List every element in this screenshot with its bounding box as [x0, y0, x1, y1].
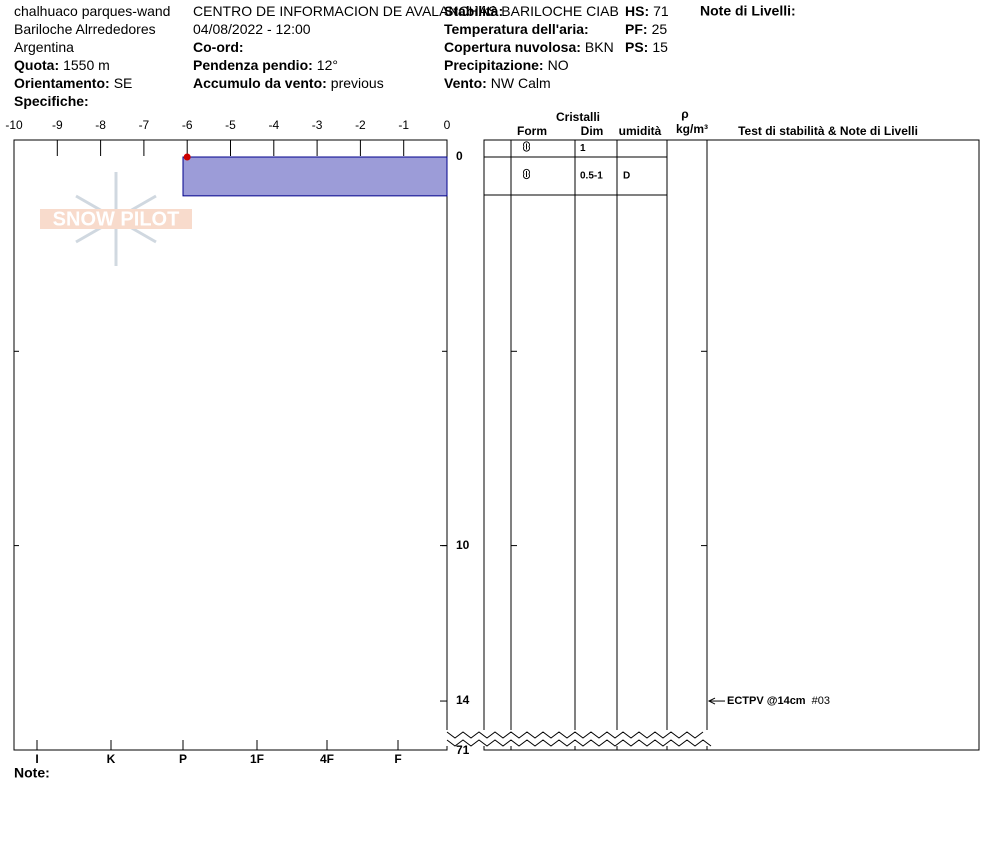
- header-field: Pendenza pendio: 12°: [193, 57, 338, 73]
- field-label: Copertura nuvolosa:: [444, 39, 581, 55]
- header-field: Argentina: [14, 39, 74, 55]
- column-header: Form: [517, 124, 547, 138]
- temp-tick-label: -2: [355, 118, 366, 132]
- temp-tick-label: -8: [95, 118, 106, 132]
- field-label: Co-ord:: [193, 39, 244, 55]
- header-field: Vento: NW Calm: [444, 75, 551, 91]
- temp-tick-label: -6: [182, 118, 193, 132]
- depth-tick-label: 0: [456, 149, 463, 163]
- field-value: Bariloche Alrrededores: [14, 21, 156, 37]
- column-header: Dim: [581, 124, 604, 138]
- field-label: Vento:: [444, 75, 487, 91]
- depth-tick-label: 10: [456, 538, 470, 552]
- logo-text: SNOW PILOT: [53, 208, 180, 230]
- field-label: PS:: [625, 39, 648, 55]
- field-value: previous: [331, 75, 384, 91]
- depth-bottom-label: 71: [456, 743, 470, 757]
- header-field: CENTRO DE INFORMACION DE AVALANCHAS BARI…: [193, 3, 619, 19]
- test-label: ECTPV @14cm: [727, 695, 806, 707]
- field-value: 15: [652, 39, 668, 55]
- field-label: Stabilità:: [444, 3, 503, 19]
- field-value: SE: [114, 75, 133, 91]
- temp-point: [183, 153, 191, 161]
- header-field: 04/08/2022 - 12:00: [193, 21, 311, 37]
- logo: SNOW PILOT: [40, 172, 192, 266]
- density-symbol: ρ: [681, 107, 688, 121]
- header-field: Co-ord:: [193, 39, 244, 55]
- field-label: Specifiche:: [14, 93, 89, 109]
- hardness-label: F: [394, 752, 401, 766]
- temp-tick-label: -1: [398, 118, 409, 132]
- field-value: BKN: [585, 39, 614, 55]
- header-field: Stabilità:: [444, 3, 503, 19]
- field-label: PF:: [625, 21, 648, 37]
- header-field: Accumulo da vento: previous: [193, 75, 384, 91]
- test-number: #03: [812, 695, 830, 707]
- hardness-label: 1F: [250, 752, 264, 766]
- header-field: Bariloche Alrrededores: [14, 21, 156, 37]
- field-label: Temperatura dell'aria:: [444, 21, 589, 37]
- header-field: PS: 15: [625, 39, 668, 55]
- hardness-label: 4F: [320, 752, 334, 766]
- temp-tick-label: -10: [5, 118, 23, 132]
- layer-bar: [182, 156, 448, 197]
- header-field: Specifiche:: [14, 93, 89, 109]
- grain-icon: [523, 168, 530, 180]
- field-value: 12°: [317, 57, 338, 73]
- header-field: Copertura nuvolosa: BKN: [444, 39, 614, 55]
- density-unit: kg/m³: [676, 122, 708, 136]
- temp-tick-label: -9: [52, 118, 63, 132]
- column-header: umidità: [619, 124, 662, 138]
- notes-label: Note:: [14, 765, 50, 781]
- layer-notes-label: Note di Livelli:: [700, 3, 796, 19]
- hardness-label: K: [107, 752, 116, 766]
- break-mask: [446, 730, 708, 746]
- temp-tick-label: -3: [312, 118, 323, 132]
- header-field: Temperatura dell'aria:: [444, 21, 589, 37]
- field-label: Precipitazione:: [444, 57, 544, 73]
- grain-size: 0.5-1: [580, 171, 603, 182]
- temp-tick-label: 0: [444, 118, 451, 132]
- field-value: Argentina: [14, 39, 74, 55]
- break-zigzag: [446, 731, 712, 747]
- moisture: D: [623, 171, 630, 182]
- field-value: NW Calm: [491, 75, 551, 91]
- hardness-label: P: [179, 752, 187, 766]
- hardness-label: I: [35, 752, 38, 766]
- temp-tick-label: -5: [225, 118, 236, 132]
- header-field: Precipitazione: NO: [444, 57, 569, 73]
- field-label: Quota:: [14, 57, 59, 73]
- field-value: CENTRO DE INFORMACION DE AVALANCHAS BARI…: [193, 3, 619, 19]
- depth-tick-label: 14: [456, 693, 470, 707]
- field-label: Pendenza pendio:: [193, 57, 313, 73]
- header-field: Quota: 1550 m: [14, 57, 110, 73]
- tests-header: Test di stabilità & Note di Livelli: [738, 124, 918, 138]
- grain-size: 1: [580, 143, 586, 154]
- field-value: NO: [548, 57, 569, 73]
- header-field: chalhuaco parques-wand: [14, 3, 170, 19]
- crystals-header: Cristalli: [556, 110, 600, 124]
- field-label: Accumulo da vento:: [193, 75, 327, 91]
- header-field: PF: 25: [625, 21, 667, 37]
- header-field: HS: 71: [625, 3, 669, 19]
- temp-tick-label: -4: [268, 118, 279, 132]
- test-result: ECTPV @14cm #03: [727, 695, 830, 707]
- field-value: 71: [653, 3, 669, 19]
- header-field: Orientamento: SE: [14, 75, 132, 91]
- field-label: Orientamento:: [14, 75, 110, 91]
- field-label: HS:: [625, 3, 649, 19]
- field-value: 04/08/2022 - 12:00: [193, 21, 311, 37]
- arrow-head: [707, 697, 716, 705]
- field-value: chalhuaco parques-wand: [14, 3, 170, 19]
- field-value: 1550 m: [63, 57, 110, 73]
- field-value: 25: [652, 21, 668, 37]
- temp-tick-label: -7: [139, 118, 150, 132]
- table-frame: [483, 139, 980, 751]
- grain-icon: [523, 141, 530, 152]
- plot-frame: [13, 139, 448, 751]
